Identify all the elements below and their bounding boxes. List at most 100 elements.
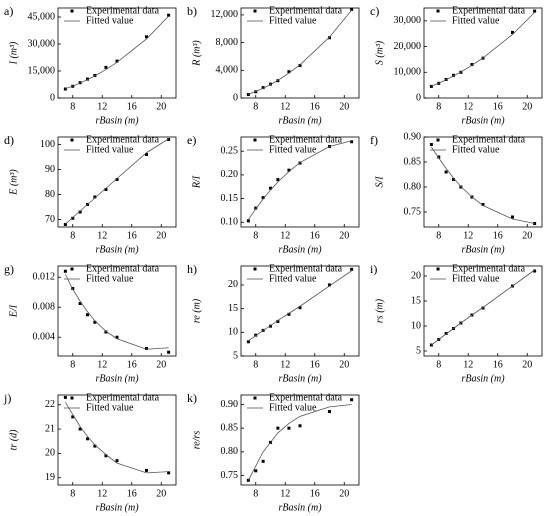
y-axis-title: re/rs (191, 431, 202, 450)
y-tick-label: 0.004 (33, 332, 56, 343)
legend-label: Experimental data (86, 5, 160, 16)
plot-frame (57, 394, 177, 486)
data-point (437, 155, 441, 159)
plot-frame (423, 7, 543, 99)
data-point (350, 7, 354, 11)
y-tick-label: 90 (45, 164, 55, 175)
data-point (93, 444, 97, 448)
data-point (511, 215, 514, 219)
y-tick-label: 0.012 (33, 272, 56, 283)
y-tick-label: 0.90 (221, 399, 239, 410)
x-tick-label: 12 (97, 230, 107, 241)
y-tick-label: 70 (45, 214, 55, 225)
x-tick-label: 12 (463, 101, 473, 112)
data-point (533, 269, 537, 273)
data-point (104, 330, 108, 334)
panel: a) I (m³) rBasin (m) 8 12 16 20 0 15,000 30,000 45… (4, 4, 177, 126)
y-tick-label: 5 (416, 345, 421, 356)
plot-frame (240, 394, 360, 486)
x-tick-label: 16 (127, 230, 137, 241)
y-axis-title: S/I (374, 176, 385, 188)
data-point (350, 267, 354, 271)
panel: h) re (m) rBasin (m) 8 12 16 20 5 10 15 20 Experime… (187, 262, 360, 384)
plot-frame (423, 136, 543, 228)
x-tick-label: 12 (97, 101, 107, 112)
data-point (276, 178, 280, 182)
legend-marker (436, 267, 440, 271)
data-point (429, 143, 433, 146)
x-tick-label: 12 (463, 359, 473, 370)
legend-label: Experimental data (452, 263, 526, 274)
y-tick-label: 0.85 (221, 422, 239, 433)
y-tick-label: 0.25 (221, 146, 239, 157)
panel-label: k) (187, 391, 197, 405)
data-point (86, 313, 89, 317)
data-point (246, 340, 250, 344)
fitted-line (431, 146, 535, 224)
x-tick-label: 12 (97, 359, 107, 370)
data-point (71, 415, 75, 419)
panel-label: g) (4, 262, 14, 276)
legend-marker (70, 138, 74, 142)
data-point (115, 178, 119, 181)
data-point (287, 426, 291, 430)
data-point (145, 468, 148, 472)
panel: i) rs (m) rBasin (m) 8 12 16 20 5 10 15 20 Experime… (370, 262, 543, 384)
panel: g) E/I rBasin (m) 8 12 16 20 0.004 0.008 0.012 Exp… (4, 262, 177, 384)
data-point (470, 63, 474, 67)
legend-label: Experimental data (269, 263, 343, 274)
y-tick-label: 30,000 (28, 38, 56, 49)
y-axis-title: tr (d) (8, 429, 19, 451)
legend-label: Fitted value (86, 15, 134, 26)
panel-label: b) (187, 4, 197, 18)
data-point (254, 469, 258, 473)
legend-label: Fitted value (269, 144, 317, 155)
x-tick-label: 16 (310, 488, 320, 499)
x-tick-label: 20 (339, 488, 349, 499)
y-axis-title: R (m³) (191, 40, 202, 67)
panel-label: f) (370, 133, 378, 147)
panel: c) S (m³) rBasin (m) 8 12 16 20 0 10,000 20,000 30… (370, 4, 543, 126)
data-point (78, 210, 82, 214)
data-point (115, 335, 119, 339)
data-point (93, 195, 97, 199)
y-tick-label: 21 (45, 423, 55, 434)
fitted-line (65, 15, 169, 90)
y-tick-label: 0.90 (404, 131, 422, 142)
x-tick-label: 20 (522, 230, 532, 241)
y-tick-label: 0.75 (404, 206, 422, 217)
x-axis-title: rBasin (m) (95, 502, 139, 513)
panel: k) re/rs rBasin (m) 8 12 16 20 0.75 0.80 0.85 0.90… (187, 391, 360, 513)
data-point (298, 306, 302, 310)
x-tick-label: 8 (253, 488, 258, 499)
y-tick-label: 15 (228, 303, 238, 314)
panel-label: e) (187, 133, 196, 147)
y-tick-label: 30,000 (394, 15, 422, 26)
x-tick-label: 20 (522, 359, 532, 370)
fitted-line (431, 269, 535, 346)
legend-marker (436, 9, 440, 13)
x-tick-label: 20 (156, 488, 166, 499)
y-axis-title: re (m) (191, 298, 202, 323)
data-point (328, 283, 331, 287)
y-tick-label: 0.80 (404, 181, 422, 192)
x-tick-label: 12 (280, 359, 290, 370)
data-point (261, 86, 265, 90)
data-point (429, 84, 433, 88)
data-point (167, 13, 171, 17)
x-tick-label: 16 (493, 230, 503, 241)
y-axis-title: I (m³) (8, 41, 19, 65)
data-point (145, 35, 148, 39)
legend-label: Experimental data (269, 392, 343, 403)
legend-marker (253, 267, 257, 271)
data-point (533, 9, 537, 13)
data-point (328, 36, 331, 40)
x-tick-label: 16 (310, 230, 320, 241)
y-tick-label: 10 (411, 320, 421, 331)
legend-label: Experimental data (269, 134, 343, 145)
y-axis-title: E (m³) (8, 169, 19, 196)
legend-marker (253, 396, 257, 400)
data-point (287, 312, 291, 316)
x-tick-label: 8 (436, 101, 441, 112)
